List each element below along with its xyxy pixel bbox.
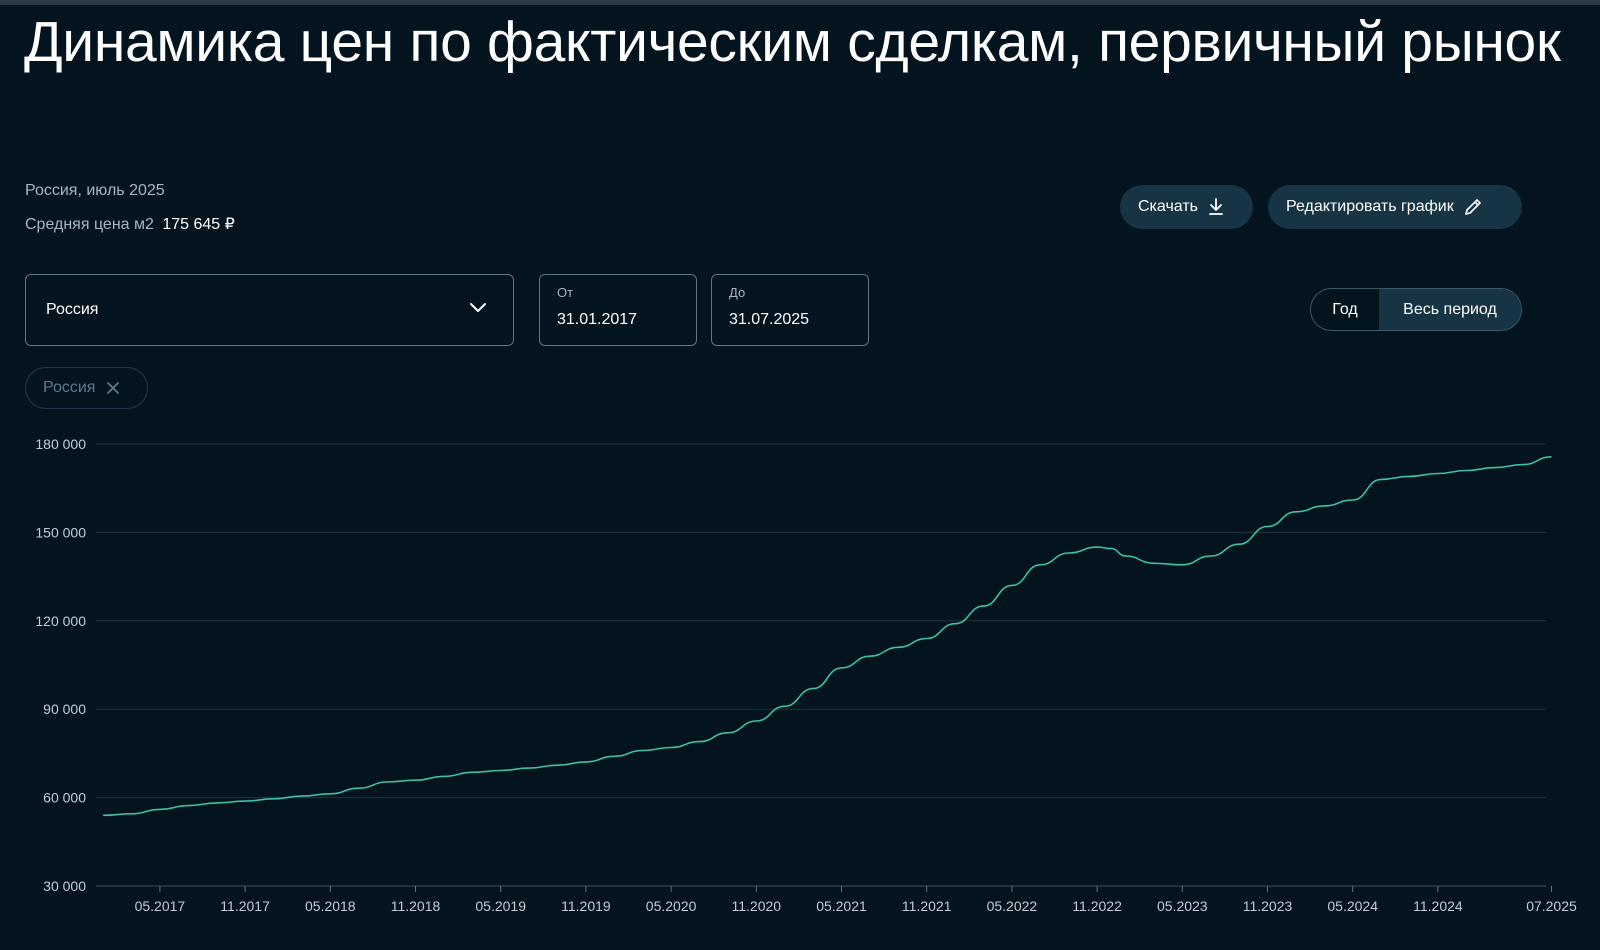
filter-chip-label: Россия [43,379,96,396]
date-from-value: 31.01.2017 [557,311,638,328]
period-option-all[interactable]: Весь период [1379,289,1521,330]
y-tick-label: 90 000 [43,701,86,717]
date-from-label: От [557,285,574,300]
download-label: Скачать [1138,198,1198,215]
date-from-field[interactable]: От 31.01.2017 [539,274,697,346]
top-border [0,0,1600,5]
x-tick-label: 11.2023 [1243,898,1293,914]
x-tick-label: 05.2022 [987,898,1038,914]
download-icon [1208,198,1224,216]
y-tick-label: 150 000 [35,524,86,540]
x-tick-label: 05.2017 [135,898,186,914]
average-price: Средняя цена м2 175 645 ₽ [25,214,235,234]
y-tick-label: 120 000 [35,613,86,629]
price-series-line [103,456,1552,817]
x-tick-label: 11.2018 [391,898,441,914]
y-tick-label: 60 000 [43,790,86,806]
pencil-icon [1464,198,1482,216]
date-to-value: 31.07.2025 [729,311,810,328]
period-option-year[interactable]: Год [1332,300,1358,318]
average-price-label: Средняя цена м2 [25,216,154,233]
date-to-field[interactable]: До 31.07.2025 [711,274,869,346]
x-tick-label: 11.2021 [902,898,952,914]
filter-chip-russia[interactable]: Россия [25,367,148,409]
region-select[interactable]: Россия [25,274,514,346]
download-button[interactable]: Скачать [1120,185,1253,229]
price-chart: 30 000 60 000 90 000 120 000 150 000 180 000 0… [35,436,1577,914]
x-tick-label: 11.2017 [220,898,270,914]
date-to-label: До [729,285,746,300]
x-tick-label: 11.2024 [1413,898,1463,914]
chevron-down-icon [469,301,487,319]
x-tick-label: 11.2020 [732,898,782,914]
average-price-value: 175 645 ₽ [162,216,235,233]
x-tick-label: 05.2018 [305,898,356,914]
x-tick-label: 05.2020 [646,898,697,914]
x-tick-label: 07.2025 [1526,898,1577,914]
x-tick-label: 05.2023 [1157,898,1208,914]
edit-chart-button[interactable]: Редактировать график [1268,185,1522,229]
edit-chart-label: Редактировать график [1286,198,1454,215]
page-title: Динамика цен по фактическим сделкам, пер… [24,10,1561,74]
period-toggle: Год Весь период [1310,288,1522,331]
close-icon[interactable] [106,381,120,395]
y-tick-label: 180 000 [35,436,86,452]
region-period: Россия, июль 2025 [25,182,165,199]
x-tick-label: 05.2024 [1327,898,1378,914]
x-tick-label: 05.2019 [475,898,526,914]
y-tick-label: 30 000 [43,878,86,894]
region-select-value: Россия [46,301,99,318]
x-tick-label: 05.2021 [816,898,867,914]
x-tick-label: 11.2019 [561,898,611,914]
x-tick-label: 11.2022 [1072,898,1122,914]
